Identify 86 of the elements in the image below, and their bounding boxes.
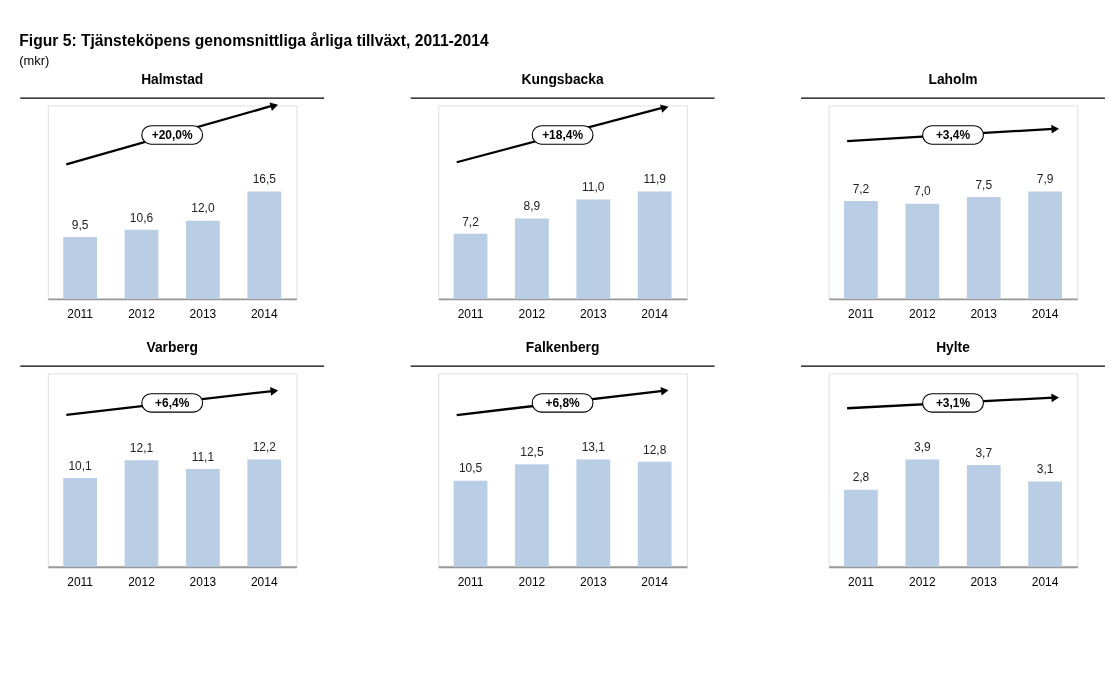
data-label: 11,0 bbox=[582, 180, 605, 195]
chart-title: Hylte bbox=[936, 338, 971, 355]
bar bbox=[1028, 191, 1062, 299]
bar bbox=[515, 464, 549, 567]
data-label: 9,5 bbox=[71, 217, 89, 232]
bar bbox=[515, 218, 549, 299]
x-tick-label: 2011 bbox=[67, 574, 94, 589]
x-tick-label: 2012 bbox=[909, 574, 936, 589]
bar bbox=[247, 459, 282, 567]
bar bbox=[905, 203, 940, 299]
text: +20,0% bbox=[151, 127, 193, 142]
x-tick-label: 2014 bbox=[641, 574, 669, 589]
x-tick-label: 2013 bbox=[579, 574, 607, 589]
bar bbox=[186, 220, 220, 299]
bar bbox=[63, 237, 97, 299]
data-label: 2,8 bbox=[852, 470, 870, 485]
x-tick-label: 2014 bbox=[250, 306, 278, 321]
bar bbox=[1028, 481, 1062, 567]
data-label: 3,9 bbox=[914, 440, 931, 455]
bar bbox=[637, 461, 672, 567]
data-label: 7,0 bbox=[914, 184, 931, 199]
data-label: 7,9 bbox=[1036, 172, 1054, 187]
data-label: 7,2 bbox=[852, 181, 870, 196]
x-tick-label: 2014 bbox=[1031, 574, 1059, 589]
data-label: 10,6 bbox=[129, 210, 154, 225]
x-tick-label: 2011 bbox=[848, 574, 875, 589]
bar bbox=[124, 229, 159, 299]
x-tick-label: 2011 bbox=[67, 306, 94, 321]
chart-title: Laholm bbox=[928, 70, 978, 87]
data-label: 10,1 bbox=[68, 458, 93, 473]
data-label: 12,2 bbox=[252, 440, 277, 455]
bar bbox=[966, 464, 1001, 567]
x-tick-label: 2012 bbox=[128, 306, 156, 321]
data-label: 7,5 bbox=[975, 177, 993, 192]
x-tick-label: 2013 bbox=[970, 574, 998, 589]
text: +3,1% bbox=[935, 395, 971, 410]
data-label: 10,5 bbox=[458, 461, 483, 476]
bar bbox=[453, 480, 488, 567]
data-label: 12,0 bbox=[191, 201, 215, 216]
chart-title: Falkenberg bbox=[525, 338, 600, 355]
data-label: 8,9 bbox=[523, 199, 541, 214]
text: +3,4% bbox=[935, 127, 971, 142]
data-label: 7,2 bbox=[462, 214, 480, 229]
chart-title: Halmstad bbox=[141, 70, 204, 87]
x-tick-label: 2014 bbox=[641, 306, 669, 321]
text: +6,4% bbox=[155, 395, 190, 410]
data-label: 13,1 bbox=[581, 440, 606, 455]
text: Figur 5: Tjänsteköpens genomsnittliga årliga tillväxt, 2011-2014 bbox=[19, 31, 489, 49]
bar bbox=[844, 200, 878, 299]
bar bbox=[905, 459, 940, 567]
data-label: 11,9 bbox=[643, 172, 667, 187]
x-tick-label: 2011 bbox=[457, 306, 484, 321]
data-label: 3,7 bbox=[975, 445, 993, 460]
x-tick-label: 2011 bbox=[457, 574, 484, 589]
data-label: 12,5 bbox=[520, 445, 544, 460]
bar bbox=[124, 460, 159, 567]
bar bbox=[966, 196, 1001, 299]
chart-title: Varberg bbox=[146, 338, 198, 355]
x-tick-label: 2013 bbox=[189, 574, 217, 589]
x-tick-label: 2013 bbox=[579, 306, 607, 321]
x-tick-label: 2013 bbox=[189, 306, 217, 321]
data-label: 16,5 bbox=[252, 172, 277, 187]
data-label: 3,1 bbox=[1036, 462, 1054, 477]
bar bbox=[576, 459, 611, 567]
x-tick-label: 2011 bbox=[848, 306, 875, 321]
bar bbox=[63, 477, 97, 567]
text: +6,8% bbox=[545, 395, 581, 410]
chart-title: Kungsbacka bbox=[521, 70, 604, 87]
x-tick-label: 2014 bbox=[1031, 306, 1059, 321]
bar bbox=[453, 233, 488, 299]
x-tick-label: 2013 bbox=[970, 306, 998, 321]
x-tick-label: 2012 bbox=[909, 306, 936, 321]
data-label: 12,1 bbox=[129, 440, 154, 455]
x-tick-label: 2012 bbox=[128, 574, 156, 589]
x-tick-label: 2012 bbox=[518, 306, 546, 321]
data-label: 11,1 bbox=[191, 449, 215, 464]
bar bbox=[247, 191, 282, 299]
bar bbox=[844, 489, 878, 567]
x-tick-label: 2014 bbox=[250, 574, 278, 589]
data-label: 12,8 bbox=[643, 442, 667, 457]
bar bbox=[637, 191, 672, 299]
text: (mkr) bbox=[19, 52, 50, 68]
bar bbox=[576, 199, 611, 299]
bar bbox=[186, 469, 220, 567]
x-tick-label: 2012 bbox=[518, 574, 546, 589]
text: +18,4% bbox=[542, 127, 584, 142]
